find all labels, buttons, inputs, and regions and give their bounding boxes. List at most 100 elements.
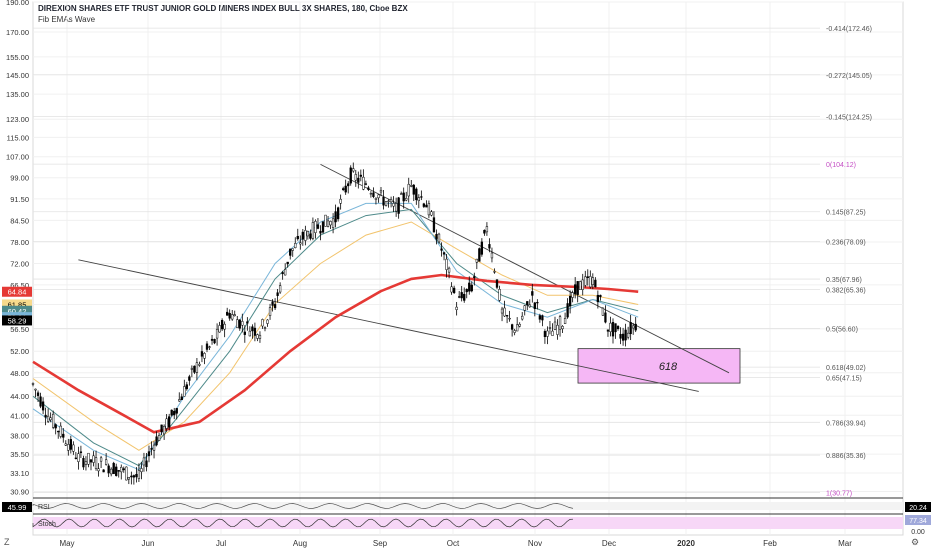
candle-body (102, 469, 105, 473)
candle-body (72, 444, 75, 452)
candle-body (614, 323, 617, 333)
candle-body (394, 203, 398, 212)
candle-body (266, 319, 269, 324)
candle-body (387, 200, 390, 202)
svg-text:58.29: 58.29 (8, 316, 27, 325)
candle-body (621, 333, 625, 341)
candle-body (140, 468, 143, 473)
fib-label: 0(104.12) (826, 162, 856, 169)
time-tick-label: Feb (763, 539, 777, 548)
candle-body (382, 197, 385, 206)
candle-body (591, 277, 594, 285)
candle-body (478, 248, 481, 262)
candle-body (485, 226, 489, 233)
candle-body (488, 244, 491, 249)
candle-body (574, 284, 577, 294)
time-tick-label: Mar (838, 539, 852, 548)
candle-body (284, 269, 287, 276)
candle-body (281, 272, 284, 275)
candle-body (268, 307, 272, 316)
candle-body (576, 281, 579, 295)
candle-body (130, 475, 133, 478)
candle-body (57, 430, 60, 433)
candle-body (584, 276, 587, 286)
fib-label: 0.65(47.15) (826, 376, 862, 383)
candle-body (463, 293, 466, 301)
candle-body (374, 197, 378, 200)
gear-icon[interactable]: ⚙ (911, 537, 920, 547)
candle-body (309, 233, 312, 239)
candle-body (538, 315, 542, 320)
price-tick-label: 99.00 (10, 174, 29, 183)
time-tick-label: May (59, 539, 74, 548)
candle-body (79, 451, 83, 454)
price-badge: 61.85 (2, 299, 32, 310)
price-tick-label: 123.00 (6, 115, 29, 124)
target-zone-box (577, 348, 741, 384)
candle-body (110, 468, 113, 475)
candle-body (586, 276, 589, 278)
fib-label: 0.5(56.60) (826, 326, 858, 333)
candle-body (145, 460, 148, 468)
candle-body (258, 334, 262, 339)
candle-body (236, 319, 239, 328)
fib-label: -0.145(124.25) (826, 114, 872, 121)
candle-body (357, 177, 360, 183)
candle-body (384, 201, 388, 206)
candle-body (581, 279, 584, 290)
candle-body (546, 330, 549, 337)
candle-body (526, 301, 529, 306)
rsi-value-left-badge: 45.99 (2, 502, 32, 512)
z-label[interactable]: Z (4, 537, 10, 547)
candle-body (299, 242, 302, 245)
candle-body (626, 332, 630, 338)
candle-body (447, 267, 451, 273)
candle-body (324, 214, 327, 227)
price-badge: 60.42 (2, 305, 32, 316)
time-tick-label: 2020 (677, 539, 695, 548)
candle-body (589, 276, 592, 288)
candle-body (122, 468, 125, 471)
candle-body (59, 425, 62, 437)
rsi-value-right-badge: 20.24 (905, 502, 931, 512)
candle-body (200, 351, 204, 357)
time-tick-label: Aug (293, 539, 307, 548)
candle-body (495, 279, 499, 288)
candle-body (548, 327, 552, 329)
fib-label: 0.145(87.25) (826, 210, 866, 217)
candle-body (445, 258, 448, 270)
price-tick-label: 72.00 (10, 260, 29, 269)
candle-body (531, 291, 534, 296)
candle-body (508, 317, 511, 320)
candle-body (165, 418, 168, 429)
candle-body (193, 365, 196, 373)
candle-body (112, 462, 115, 475)
candle-body (238, 319, 241, 329)
candle-body (553, 321, 557, 330)
candle-body (185, 384, 188, 390)
candle-body (571, 292, 574, 298)
candle-body (41, 401, 45, 411)
candle-body (127, 476, 130, 480)
price-tick-label: 115.00 (7, 133, 29, 142)
candle-body (49, 417, 52, 421)
candle-body (329, 221, 332, 226)
candle-body (220, 320, 224, 330)
candle-body (427, 203, 431, 216)
candle-body (326, 220, 330, 227)
candle-body (39, 396, 42, 407)
candle-body (599, 294, 602, 298)
candle-body (596, 294, 600, 303)
candle-body (609, 322, 612, 332)
price-tick-label: 170.00 (6, 28, 29, 37)
price-tick-label: 30.90 (10, 487, 29, 496)
candle-body (289, 248, 292, 256)
candle-body (175, 408, 178, 414)
candle-body (556, 324, 559, 335)
candle-body (379, 189, 383, 193)
candle-body (510, 324, 514, 330)
price-tick-label: 190.00 (6, 0, 29, 7)
candle-body (190, 368, 194, 370)
upper-trendline (320, 164, 730, 374)
